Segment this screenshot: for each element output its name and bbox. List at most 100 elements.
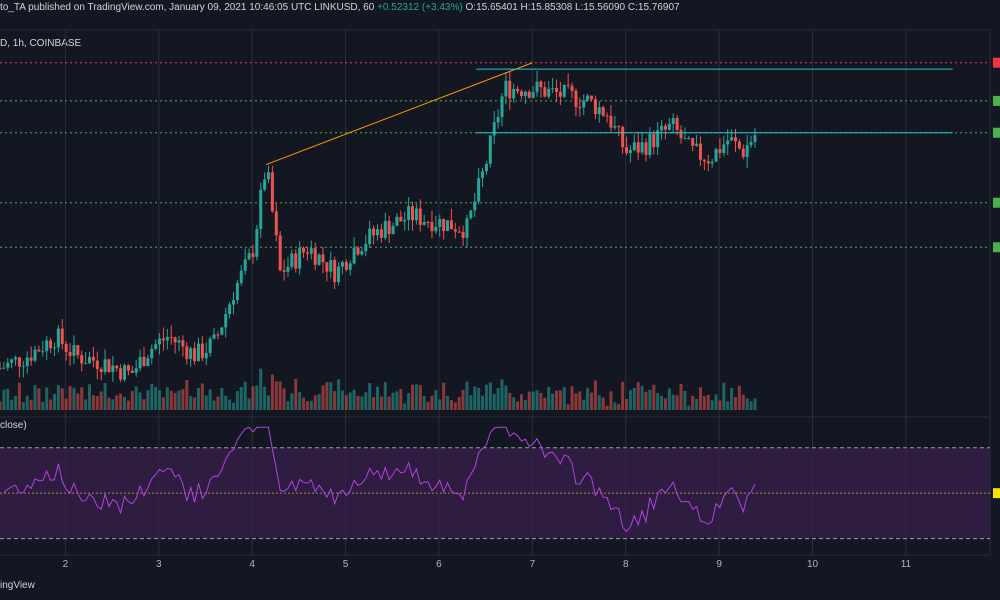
- candle-body: [158, 338, 162, 345]
- volume-bar: [220, 388, 224, 410]
- volume-bar: [488, 382, 492, 410]
- volume-bar: [644, 391, 648, 410]
- candle-body: [282, 270, 286, 272]
- candle-body: [80, 354, 84, 364]
- candle-body: [372, 228, 376, 236]
- candle-body: [274, 211, 278, 236]
- low-value: 15.56090: [583, 2, 626, 13]
- volume-bar: [29, 399, 33, 410]
- volume-bar: [745, 398, 749, 410]
- candle-body: [656, 130, 660, 148]
- candle-body: [286, 266, 290, 272]
- volume-bar: [527, 391, 531, 410]
- volume-bar: [84, 399, 88, 410]
- candle-body: [601, 107, 605, 116]
- volume-bar: [212, 400, 216, 410]
- volume-bar: [21, 402, 25, 410]
- volume-bar: [484, 384, 488, 410]
- candle-body: [329, 260, 333, 272]
- volume-bar: [695, 398, 699, 410]
- candle-body: [613, 126, 617, 128]
- rsi-label: close): [0, 420, 27, 431]
- candle-body: [294, 253, 298, 269]
- volume-bar: [337, 379, 341, 410]
- candle-body: [457, 231, 461, 233]
- volume-bar: [235, 391, 239, 410]
- volume-bar: [333, 391, 337, 410]
- volume-bar: [737, 385, 741, 410]
- candle-body: [695, 143, 699, 146]
- candle-body: [722, 144, 726, 153]
- candle-body: [247, 253, 251, 260]
- candle-body: [753, 135, 757, 143]
- volume-bar: [231, 402, 235, 410]
- volume-bar: [196, 388, 200, 410]
- candle-body: [632, 142, 636, 151]
- candle-body: [91, 356, 95, 361]
- candle-body: [290, 253, 294, 267]
- volume-bar: [309, 400, 313, 410]
- volume-bar: [706, 394, 710, 410]
- volume-bar: [621, 381, 625, 410]
- candle-body: [111, 365, 115, 373]
- volume-bar: [14, 395, 18, 410]
- candle-body: [25, 357, 29, 367]
- volume-bar: [372, 397, 376, 410]
- volume-bar: [37, 388, 41, 410]
- candle-body: [508, 80, 512, 99]
- candle-body: [305, 252, 309, 254]
- volume-bar: [161, 397, 165, 410]
- candle-body: [154, 344, 158, 349]
- candle-body: [535, 81, 539, 93]
- x-tick-label: 7: [529, 559, 536, 570]
- publish-text: to_TA published on TradingView.com, Janu…: [0, 2, 312, 13]
- volume-bar: [111, 399, 115, 410]
- volume-bar: [274, 381, 278, 410]
- volume-bar: [590, 392, 594, 410]
- candle-body: [0, 368, 2, 370]
- volume-bar: [547, 386, 551, 410]
- volume-bar: [457, 396, 461, 410]
- volume-bar: [508, 392, 512, 410]
- volume-bar: [169, 390, 173, 410]
- candle-body: [605, 115, 609, 117]
- candle-body: [224, 314, 228, 328]
- candle-body: [52, 347, 56, 349]
- price-level-marker: [993, 57, 1000, 68]
- candle-body: [243, 259, 247, 271]
- volume-bar: [224, 395, 228, 410]
- candle-body: [488, 135, 492, 164]
- volume-bar: [625, 398, 629, 410]
- volume-bar: [749, 401, 753, 410]
- volume-bar: [671, 394, 675, 410]
- candle-body: [675, 117, 679, 131]
- candle-body: [726, 140, 730, 145]
- candle-body: [298, 248, 302, 269]
- candle-body: [313, 248, 317, 265]
- volume-bar: [714, 394, 718, 410]
- volume-bar: [597, 395, 601, 410]
- volume-bar: [496, 388, 500, 410]
- volume-bar: [430, 395, 434, 410]
- candle-body: [554, 88, 558, 92]
- candle-body: [442, 219, 446, 232]
- volume-bar: [710, 400, 714, 410]
- volume-bar: [352, 389, 356, 410]
- volume-bar: [177, 390, 181, 410]
- volume-bar: [652, 384, 656, 410]
- volume-bar: [193, 397, 197, 410]
- volume-bar: [130, 391, 134, 410]
- candle-body: [609, 115, 613, 128]
- volume-bar: [255, 385, 259, 410]
- trend-line: [266, 62, 533, 166]
- volume-bar: [49, 399, 53, 410]
- volume-bar: [17, 382, 21, 410]
- candle-body: [317, 254, 321, 265]
- candle-body: [340, 262, 344, 267]
- candle-body: [352, 247, 356, 264]
- price-level-marker: [993, 127, 1000, 138]
- volume-bar: [228, 399, 232, 410]
- volume-bar: [477, 388, 481, 410]
- candle-body: [360, 251, 364, 255]
